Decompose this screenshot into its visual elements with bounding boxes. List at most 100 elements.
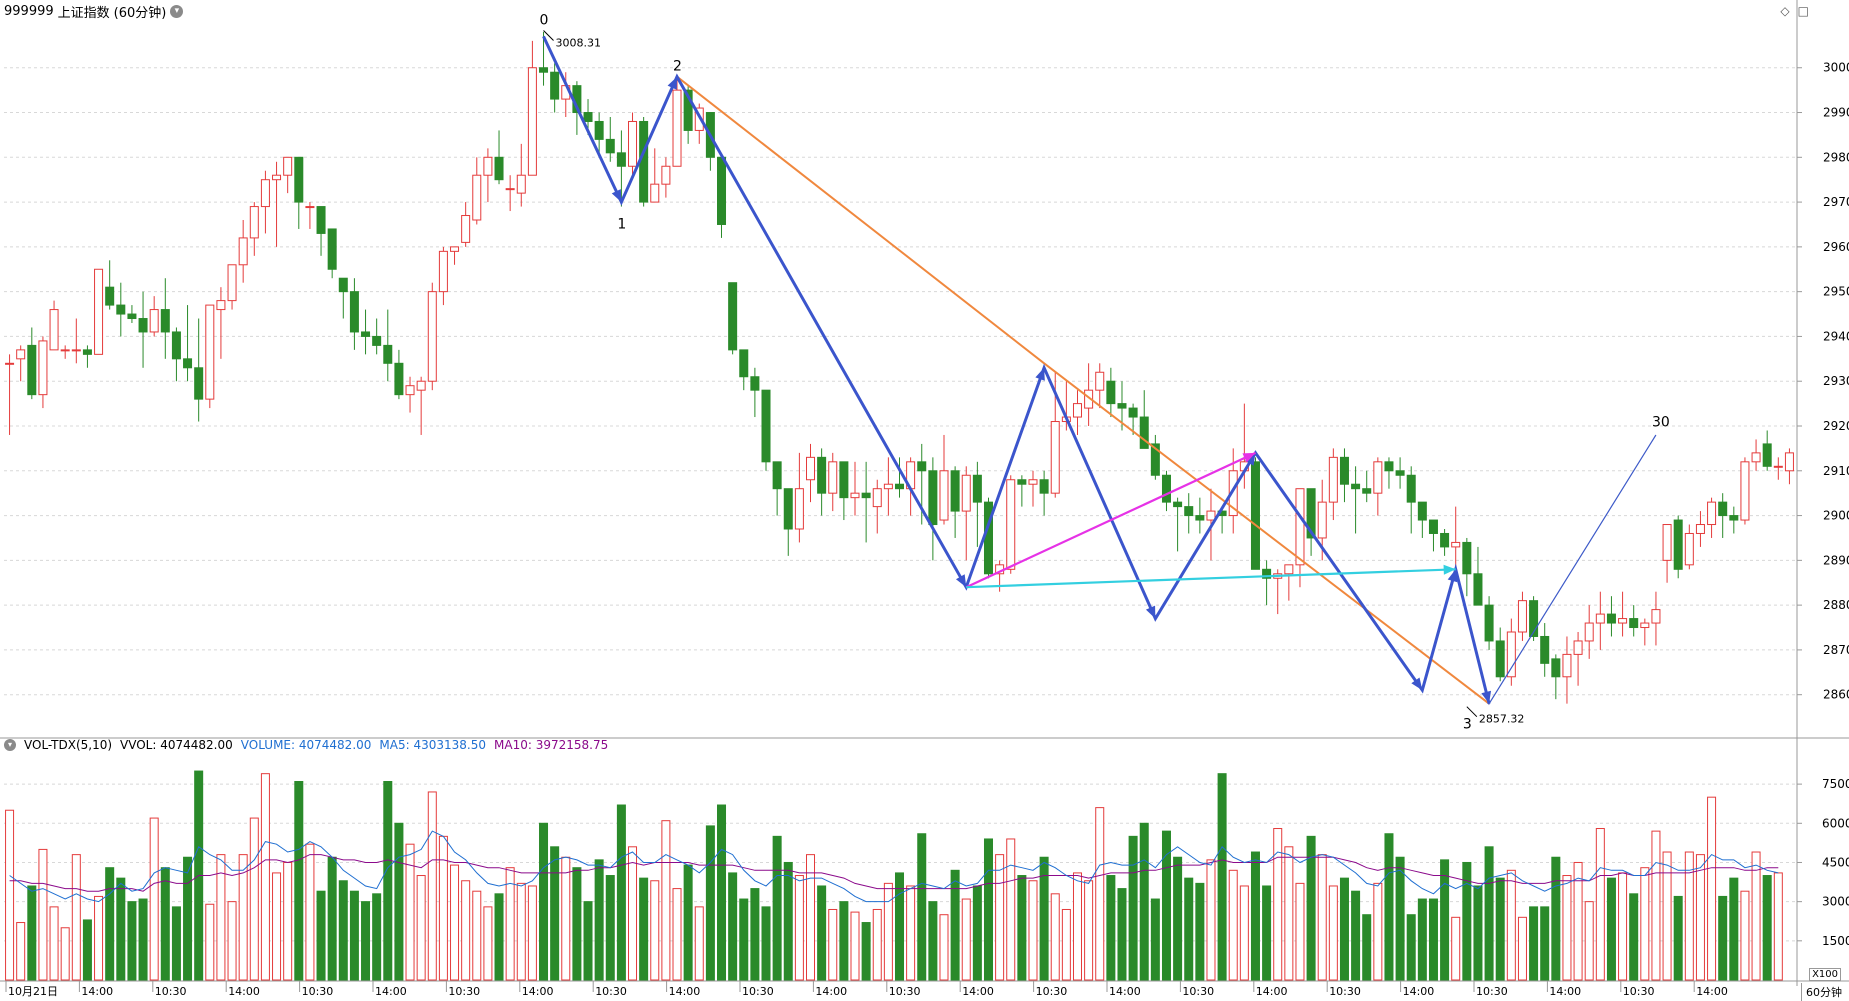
volume-bar (1228, 869, 1238, 981)
volume-bar (817, 885, 827, 981)
candle-body (38, 340, 48, 396)
candle-body (894, 483, 905, 490)
volume-tick-label: 45000 (1822, 855, 1849, 869)
candle-body (739, 349, 749, 378)
candle-body (1284, 564, 1294, 575)
candle-body (1306, 488, 1316, 539)
wave-magenta-line (965, 451, 1256, 589)
price-tick-label: 2940 (1823, 329, 1849, 343)
volume-bar (939, 914, 949, 981)
volume-bar (616, 804, 626, 981)
candle-body (728, 282, 738, 351)
volume-bar (405, 843, 415, 981)
candle-body (883, 483, 893, 490)
diamond-icon[interactable]: ◇ (1780, 4, 1790, 18)
price-tick-label: 2910 (1823, 464, 1849, 478)
candle-body (717, 156, 727, 225)
volume-bar (850, 911, 860, 981)
volume-bar (1406, 914, 1416, 981)
candle-body (450, 246, 460, 252)
candle-body (238, 237, 248, 266)
box-icon[interactable]: □ (1797, 4, 1809, 18)
candle-body (1440, 532, 1450, 548)
volume-bar (1362, 914, 1372, 981)
candle-body (1562, 653, 1572, 678)
volume-bar (1618, 872, 1628, 981)
volume-bar (171, 906, 181, 981)
volume-bar (1529, 906, 1539, 981)
volume-bar (1729, 877, 1739, 981)
wave-label: 1 (617, 217, 626, 233)
candle-body (1039, 479, 1049, 494)
candle-body (461, 215, 471, 243)
volume-bar (1595, 828, 1605, 981)
candle-body (1784, 452, 1794, 472)
volume-bar (383, 781, 393, 981)
volume-bar (1373, 882, 1383, 981)
volume-bar (160, 867, 170, 981)
volume-bar (1217, 773, 1227, 981)
volume-bar (238, 854, 248, 981)
time-tick-label: 10:30 (1329, 985, 1361, 998)
candle-body (1373, 461, 1383, 494)
volume-bar (728, 872, 738, 981)
volume-bar (739, 898, 749, 981)
candle-body (550, 71, 560, 100)
candle-body (1629, 618, 1639, 629)
volume-bar (1050, 893, 1060, 981)
candle-body (216, 300, 226, 311)
candle-body (861, 492, 871, 499)
chevron-down-icon[interactable]: ▾ (170, 5, 184, 18)
volume-bar (1084, 880, 1094, 981)
candle-body (539, 67, 549, 73)
volume-unit-badge: X100 (1809, 968, 1841, 981)
time-tick-label: 14:00 (228, 985, 260, 998)
ma10-value: MA10: 3972158.75 (494, 738, 609, 752)
volume-bar (305, 843, 315, 981)
price-marker-leader (543, 30, 554, 41)
security-code: 999999 (4, 4, 54, 19)
volume-tick-label: 15000 (1822, 934, 1849, 948)
volume-bar (1028, 880, 1038, 981)
chevron-down-icon[interactable]: ▾ (4, 739, 16, 751)
volume-bar (1195, 882, 1205, 981)
volume-bar (883, 882, 893, 981)
volume-bar (950, 869, 960, 981)
volume-ma5-line (9, 830, 1779, 903)
candle-body (1762, 443, 1772, 467)
candle-body (1050, 421, 1060, 494)
candle-body (1684, 532, 1694, 566)
volume-bar (928, 901, 938, 981)
volume-bar (717, 804, 727, 981)
volume-bar (16, 922, 26, 981)
volume-bar (861, 922, 871, 981)
candle-body (1595, 613, 1605, 624)
candle-body (1618, 618, 1628, 624)
volume-bar (82, 919, 92, 981)
candle-body (1540, 635, 1550, 664)
candle-body (1740, 461, 1750, 521)
volume-bar (1428, 898, 1438, 981)
candle-body (1072, 403, 1082, 418)
candle-body (1184, 506, 1194, 517)
candle-body (1339, 456, 1349, 485)
candle-body (1206, 510, 1216, 521)
volume-bar (216, 854, 226, 981)
wave-blue-thick-line-arrowhead (611, 189, 622, 203)
volume-bar (1150, 898, 1160, 981)
volume-bar (539, 822, 549, 981)
candle-body (1395, 470, 1405, 476)
time-tick-label: 14:00 (1256, 985, 1288, 998)
candle-body (1651, 609, 1661, 624)
volume-bar (1762, 875, 1772, 981)
volume-bar (1351, 890, 1361, 981)
price-marker-label: 2857.32 (1479, 713, 1525, 726)
volume-bar (483, 906, 493, 981)
price-marker-label: 3008.31 (556, 37, 602, 50)
candle-body (972, 474, 982, 503)
candle-body (1640, 622, 1650, 629)
candle-body (683, 89, 693, 131)
period-tab[interactable]: 60分钟 (1801, 983, 1846, 1001)
volume-bar (1117, 888, 1127, 981)
candle-body (806, 456, 816, 481)
